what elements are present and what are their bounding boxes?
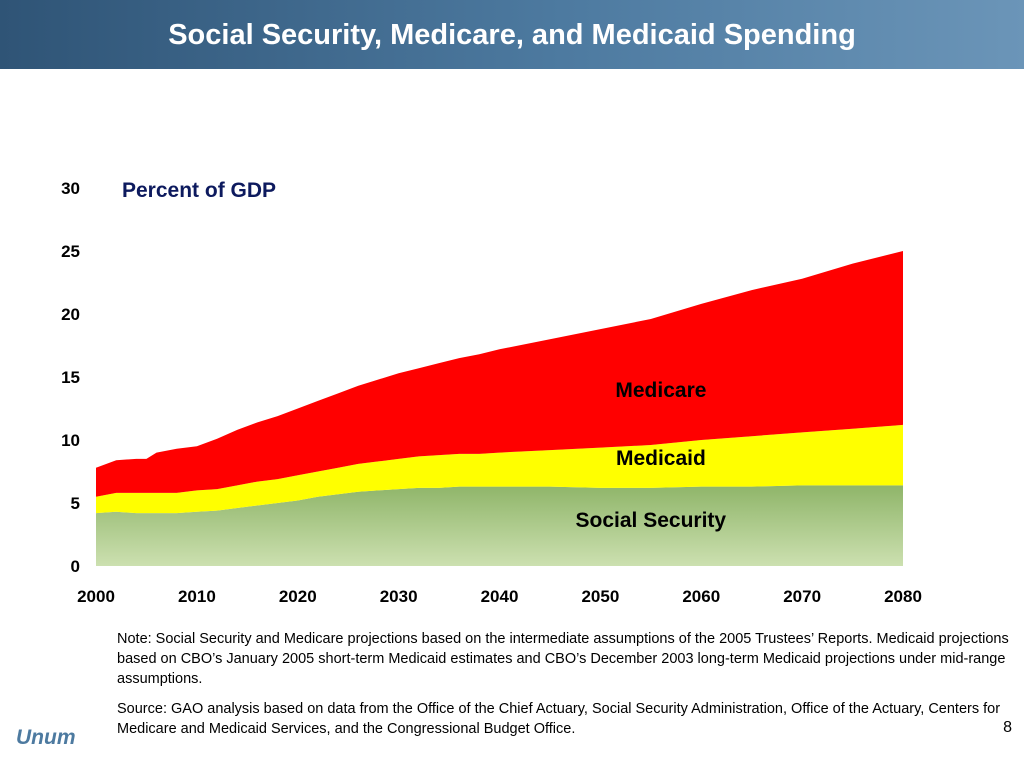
y-tick-label: 30 [61,179,80,198]
notes-block: Note: Social Security and Medicare proje… [117,629,1012,749]
x-tick-label: 2080 [884,587,922,606]
label-social-security: Social Security [576,509,727,532]
y-tick-label: 20 [61,305,80,324]
x-tick-label: 2050 [581,587,619,606]
x-tick-label: 2060 [682,587,720,606]
y-tick-label: 5 [71,494,80,513]
label-medicare: Medicare [615,379,706,402]
title-bar [0,0,1024,69]
y-tick-label: 15 [61,368,80,387]
x-tick-label: 2020 [279,587,317,606]
page-number: 8 [1003,719,1012,736]
x-tick-label: 2030 [380,587,418,606]
x-tick-label: 2000 [77,587,115,606]
area-medicaid [96,424,903,514]
x-tick-label: 2040 [481,587,519,606]
area-social-security [96,485,903,566]
source-text: Source: GAO analysis based on data from … [117,701,1001,737]
x-tick-label: 2010 [178,587,216,606]
x-tick-label: 2070 [783,587,821,606]
y-tick-label: 25 [61,242,80,261]
slide-title: Social Security, Medicare, and Medicaid … [168,19,856,51]
note-text: Note: Social Security and Medicare proje… [117,631,1009,687]
area-medicare [96,251,903,497]
chart-title: Percent of GDP [122,179,277,202]
label-medicaid: Medicaid [616,447,706,470]
unum-logo: Unum [16,726,76,749]
y-tick-label: 0 [71,557,80,576]
y-tick-label: 10 [61,431,80,450]
